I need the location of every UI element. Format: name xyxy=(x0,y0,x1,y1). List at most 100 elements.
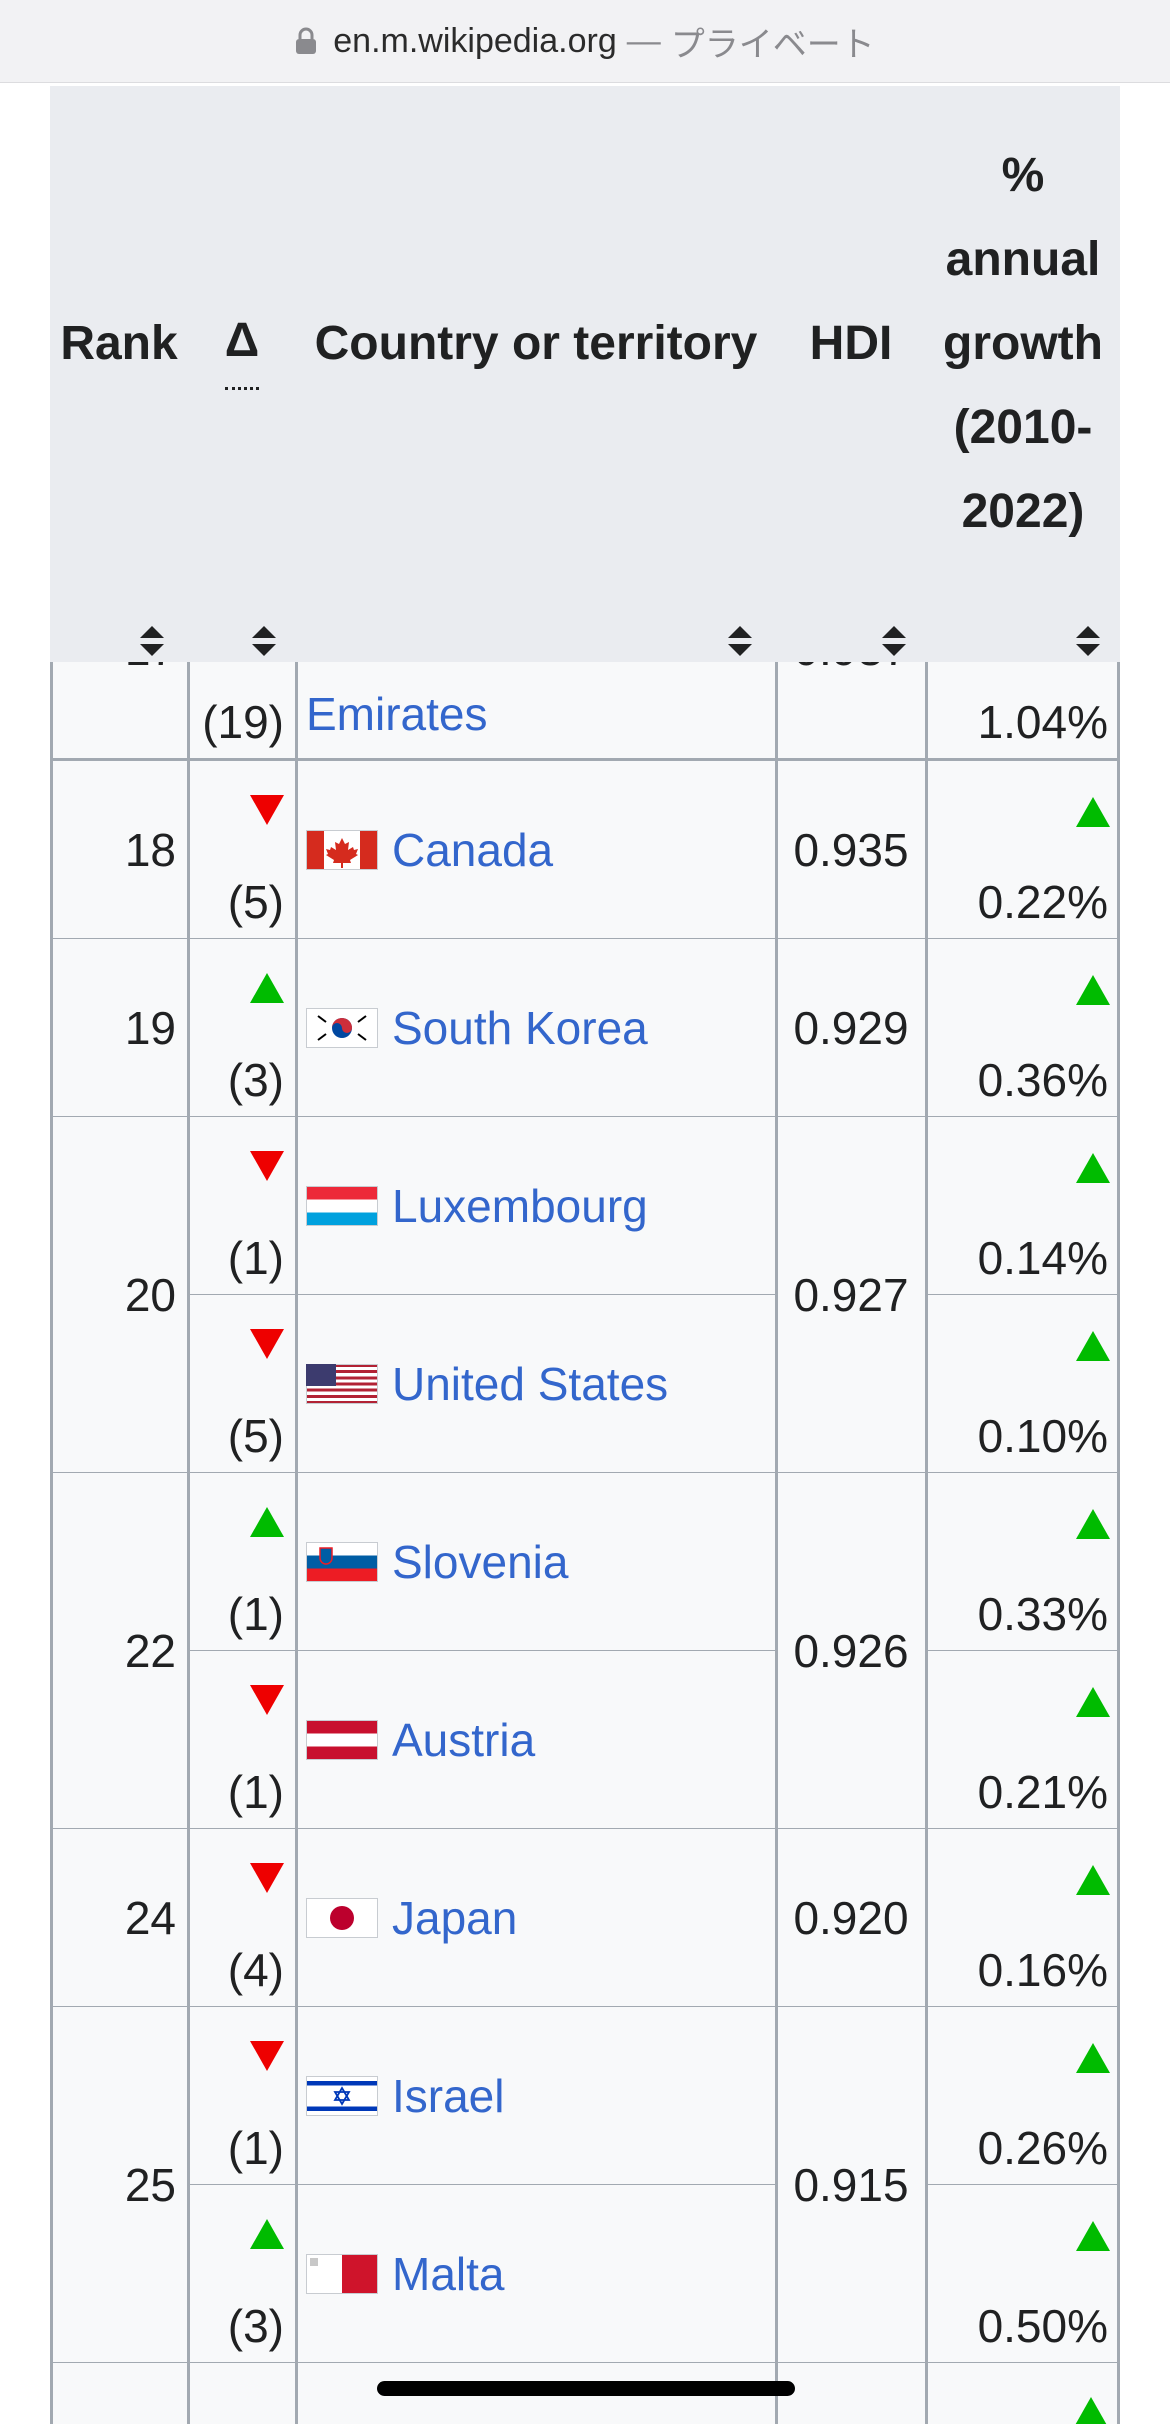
hdi-cell: 0.926 xyxy=(776,1473,926,1829)
header-rank[interactable]: Rank xyxy=(50,86,188,662)
growth-value: 0.26% xyxy=(977,2122,1108,2174)
table-row-next xyxy=(50,2363,188,2424)
country-link[interactable]: Slovenia xyxy=(392,1536,569,1588)
growth-value: 0.36% xyxy=(977,1054,1108,1106)
table-body: 17(19)Emirates0.9371.04%180.935(5)Canada… xyxy=(50,86,1120,2424)
delta-cell: (1) xyxy=(188,1117,296,1295)
header-country[interactable]: Country or territory xyxy=(296,86,776,662)
rank-value: 19 xyxy=(124,1002,176,1054)
growth-value: 0.10% xyxy=(977,1410,1108,1462)
country-link[interactable]: Malta xyxy=(392,2248,505,2300)
delta-value: (3) xyxy=(227,1054,284,1106)
growth-up-icon xyxy=(1076,1687,1110,1717)
rank-down-icon xyxy=(250,1863,284,1893)
country-cell[interactable]: Austria xyxy=(296,1651,776,1829)
sort-icon[interactable] xyxy=(252,626,276,656)
table-row-next xyxy=(776,2363,926,2424)
country-link[interactable]: Emirates xyxy=(306,688,488,740)
hdi-value: 0.927 xyxy=(793,1269,909,1321)
growth-cell: 0.22% xyxy=(926,761,1120,939)
hdi-table: 17(19)Emirates0.9371.04%180.935(5)Canada… xyxy=(50,86,1120,2424)
growth-up-icon xyxy=(1076,2043,1110,2073)
sort-icon[interactable] xyxy=(1076,626,1100,656)
rank-cell: 19 xyxy=(50,939,188,1117)
country-cell[interactable]: Emirates xyxy=(296,662,776,759)
country-cell[interactable]: Slovenia xyxy=(296,1473,776,1651)
delta-value: (1) xyxy=(227,1588,284,1640)
delta-cell: (3) xyxy=(188,2185,296,2363)
rank-down-icon xyxy=(250,1151,284,1181)
rank-value: 20 xyxy=(124,1269,176,1321)
sort-icon[interactable] xyxy=(728,626,752,656)
country-cell[interactable]: Canada xyxy=(296,761,776,939)
japan-flag-icon xyxy=(306,1898,378,1938)
israel-flag-icon xyxy=(306,2076,378,2116)
column-divider xyxy=(925,86,928,2424)
malta-flag-icon xyxy=(306,2254,378,2294)
column-divider xyxy=(1117,86,1120,2424)
header-delta[interactable]: Δ xyxy=(188,86,296,662)
delta-cell: (4) xyxy=(188,1829,296,2007)
row-divider xyxy=(50,758,1120,761)
country-link[interactable]: Japan xyxy=(392,1892,518,1944)
url-domain: en.m.wikipedia.org xyxy=(333,21,617,60)
slovenia-flag-icon xyxy=(306,1542,378,1582)
delta-cell: (3) xyxy=(188,939,296,1117)
home-indicator[interactable] xyxy=(377,2381,795,2396)
growth-cell: 0.10% xyxy=(926,1295,1120,1473)
private-mode-label: プライベート xyxy=(670,25,875,64)
rank-up-icon xyxy=(250,973,284,1003)
delta-value: (1) xyxy=(227,1232,284,1284)
country-cell[interactable]: Luxembourg xyxy=(296,1117,776,1295)
country-link[interactable]: Luxembourg xyxy=(392,1180,648,1232)
country-link[interactable]: Canada xyxy=(392,824,554,876)
delta-value: (1) xyxy=(227,2122,284,2174)
column-divider xyxy=(775,86,778,2424)
rank-cell: 25 xyxy=(50,2007,188,2363)
header-rank-label: Rank xyxy=(60,317,178,370)
delta-value: (1) xyxy=(227,1766,284,1818)
country-link[interactable]: South Korea xyxy=(392,1002,648,1054)
rank-down-icon xyxy=(250,1329,284,1359)
hdi-value: 0.929 xyxy=(793,1002,909,1054)
country-cell[interactable]: United States xyxy=(296,1295,776,1473)
growth-up-icon xyxy=(1076,1865,1110,1895)
country-cell[interactable]: Malta xyxy=(296,2185,776,2363)
rank-down-icon xyxy=(250,1685,284,1715)
delta-value: (5) xyxy=(227,876,284,928)
header-growth-line: % xyxy=(1001,149,1045,202)
south-korea-flag-icon xyxy=(306,1008,378,1048)
hdi-value: 0.926 xyxy=(793,1625,909,1677)
browser-url-bar[interactable]: en.m.wikipedia.org — プライベート xyxy=(0,0,1170,83)
growth-cell: 0.50% xyxy=(926,2185,1120,2363)
country-cell[interactable]: Japan xyxy=(296,1829,776,2007)
rank-value: 22 xyxy=(124,1625,176,1677)
growth-cell: 0.21% xyxy=(926,1651,1120,1829)
growth-up-icon xyxy=(1074,2397,1108,2424)
header-hdi[interactable]: HDI xyxy=(776,86,926,662)
sort-icon[interactable] xyxy=(140,626,164,656)
delta-cell: (19) xyxy=(188,662,296,759)
country-link[interactable]: Israel xyxy=(392,2070,505,2122)
country-cell[interactable]: Israel xyxy=(296,2007,776,2185)
delta-value: (4) xyxy=(227,1944,284,1996)
country-link[interactable]: Austria xyxy=(392,1714,536,1766)
hdi-value: 0.915 xyxy=(793,2159,909,2211)
header-growth[interactable]: % annual growth (2010- 2022) xyxy=(926,86,1120,662)
country-link[interactable]: United States xyxy=(392,1358,669,1410)
hdi-value: 0.920 xyxy=(793,1892,909,1944)
delta-value: (3) xyxy=(227,2300,284,2352)
canada-flag-icon xyxy=(306,830,378,870)
growth-up-icon xyxy=(1076,1153,1110,1183)
lock-icon xyxy=(296,27,317,54)
growth-cell: 0.36% xyxy=(926,939,1120,1117)
country-cell[interactable]: South Korea xyxy=(296,939,776,1117)
delta-cell: (5) xyxy=(188,1295,296,1473)
rank-value: 18 xyxy=(124,824,176,876)
growth-cell: 0.33% xyxy=(926,1473,1120,1651)
header-growth-line: 2022) xyxy=(961,485,1085,538)
growth-cell: 0.14% xyxy=(926,1117,1120,1295)
hdi-value: 0.935 xyxy=(793,824,909,876)
sort-icon[interactable] xyxy=(882,626,906,656)
hdi-cell: 0.935 xyxy=(776,761,926,939)
